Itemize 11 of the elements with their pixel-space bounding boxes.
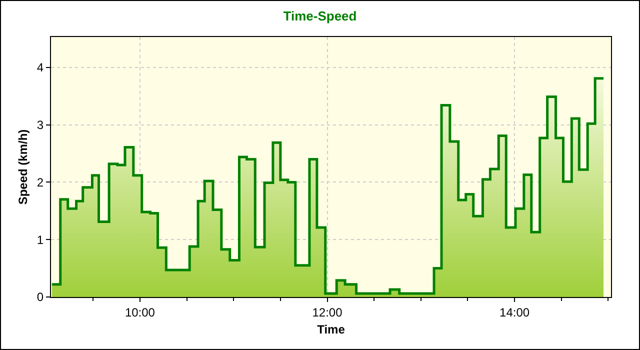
x-tick-label: 14:00 bbox=[500, 305, 530, 320]
y-tick-label: 0 bbox=[36, 290, 44, 304]
chart-title: Time-Speed bbox=[283, 8, 357, 24]
y-tick-label: 4 bbox=[36, 60, 44, 75]
x-tick-label: 10:00 bbox=[124, 305, 156, 320]
y-tick-label: 2 bbox=[36, 175, 44, 190]
y-axis-title: Speed (km/h) bbox=[16, 129, 30, 205]
y-tick-label: 3 bbox=[36, 118, 44, 132]
y-tick-label: 1 bbox=[36, 232, 44, 247]
x-axis-title: Time bbox=[317, 322, 346, 336]
x-tick-label: 12:00 bbox=[312, 305, 343, 320]
